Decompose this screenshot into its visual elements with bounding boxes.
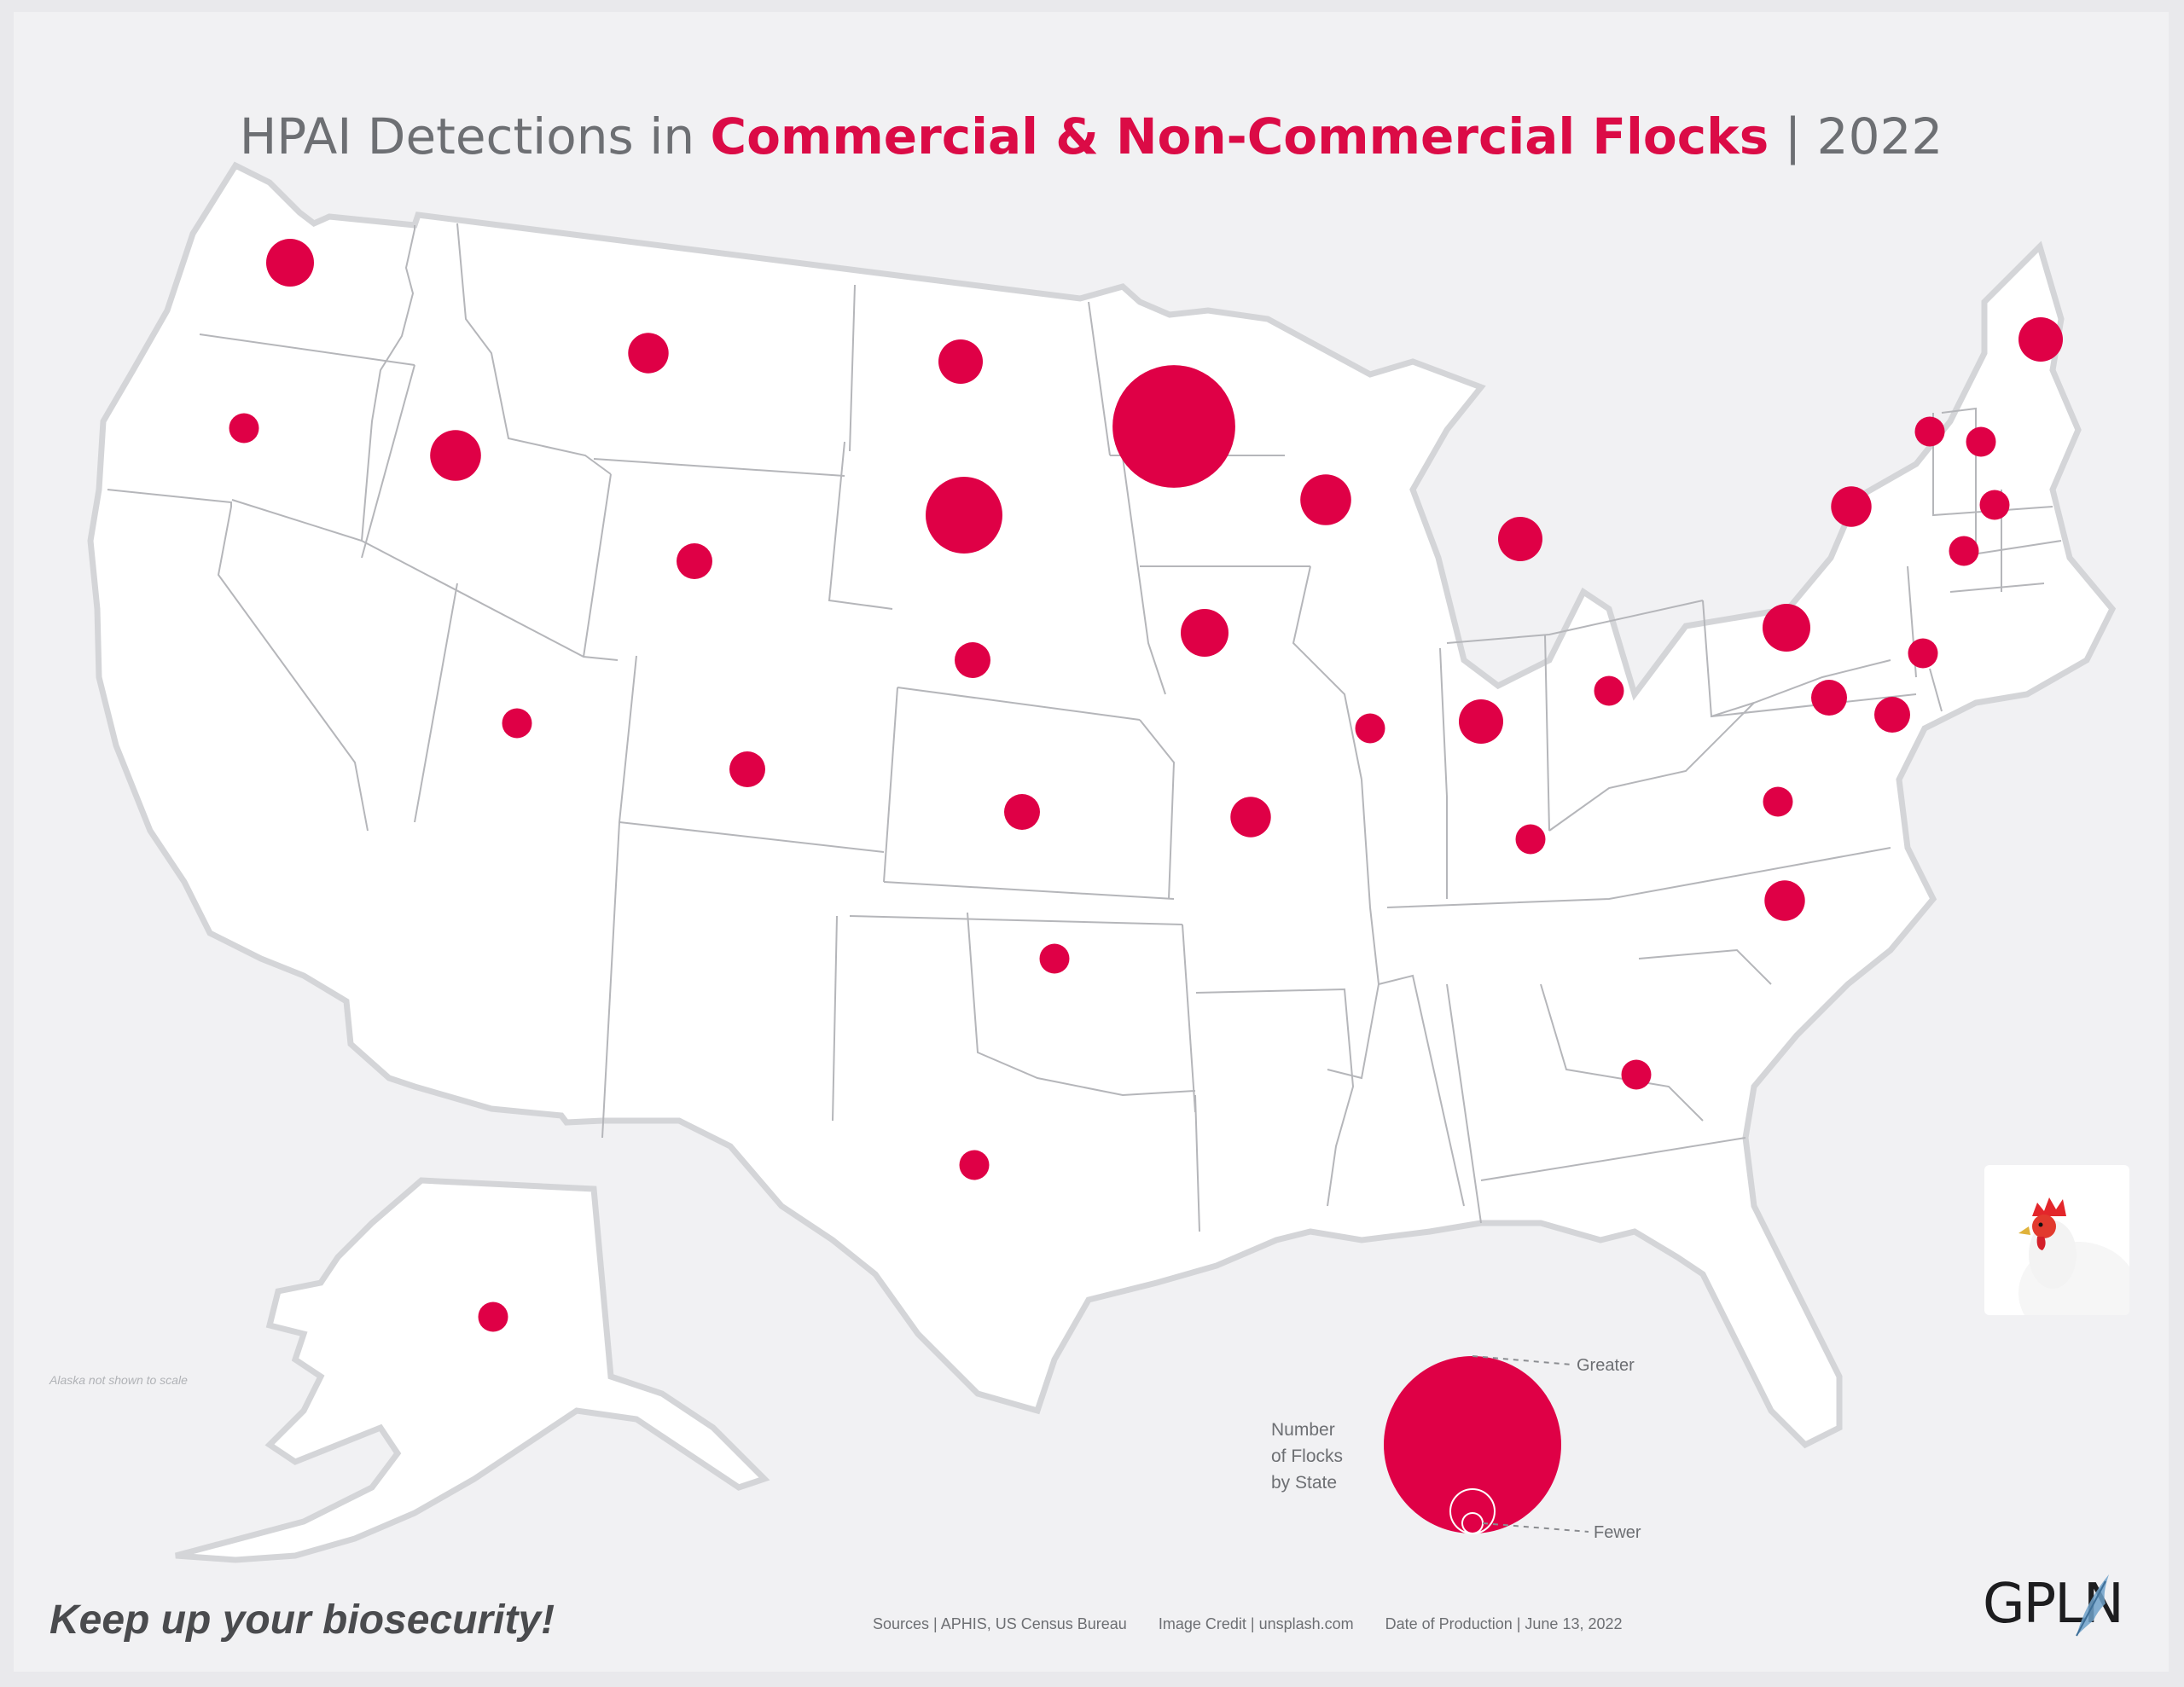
bubble-oklahoma [1039,943,1070,974]
bubble-colorado [729,751,765,787]
bubble-oregon [229,413,259,443]
bubble-delaware [1874,697,1910,733]
bubble-michigan [1498,517,1542,561]
bubble-iowa [1181,609,1228,657]
bubble-illinois [1355,713,1385,744]
bubble-washington [266,239,314,287]
legend-greater-line [1472,1355,1572,1365]
bubble-indiana [1459,699,1503,744]
footer-date: Date of Production | June 13, 2022 [1385,1615,1623,1632]
title-highlight: Commercial & Non-Commercial Flocks [710,107,1769,165]
tagline: Keep up your biosecurity! [49,1597,555,1643]
legend-greater-label: Greater [1577,1356,1635,1375]
bubble-missouri [1230,797,1271,838]
rooster-photo [1984,1165,2129,1315]
bubble-new-york [1831,486,1872,527]
bubble-wyoming [677,543,712,579]
feather-icon [2076,1574,2109,1637]
bubble-kansas [1004,794,1040,830]
footer-image-credit: Image Credit | unsplash.com [1158,1615,1354,1632]
poster: HPAI Detections in Commercial & Non-Comm… [14,12,2169,1672]
bubble-kentucky [1515,824,1546,855]
footer-credits: Sources | APHIS, US Census Bureau Image … [873,1615,1650,1633]
bubble-south-dakota [926,477,1002,554]
alaska-scale-note: Alaska not shown to scale [49,1373,188,1387]
state-borders [107,223,2062,1232]
bubble-pennsylvania [1763,604,1810,652]
alaska-outline [175,1177,770,1563]
bubble-north-carolina [1764,880,1805,921]
legend-graphic [1384,1355,1589,1534]
bubble-virginia [1763,786,1793,817]
bubble-texas [959,1150,990,1180]
legend-fewer-line [1482,1522,1589,1533]
bubble-vermont [1914,416,1945,447]
bubble-georgia [1621,1059,1652,1090]
bubble-nebraska [955,642,990,678]
bubble-idaho [430,430,481,481]
bubble-minnesota [1112,365,1235,488]
bubble-connecticut [1949,536,1979,566]
gpln-logo: GPLN [1983,1569,2124,1638]
bubbles [229,239,2063,1332]
bubble-massachusetts [1979,490,2010,520]
map-title: HPAI Detections in Commercial & Non-Comm… [239,107,1943,165]
footer-sources: Sources | APHIS, US Census Bureau [873,1615,1127,1632]
bubble-alaska [478,1301,508,1332]
bubble-new-jersey [1908,638,1938,669]
legend-title: Number of Flocks by State [1271,1420,1344,1493]
bubble-ohio [1594,675,1624,706]
bubble-north-dakota [938,339,983,384]
bubble-montana [628,333,669,374]
bubble-wisconsin [1300,474,1351,525]
legend-circle-large [1384,1356,1561,1533]
us-map [87,161,2117,1563]
bubble-utah [502,708,532,739]
bubble-maine [2018,317,2063,362]
bubble-maryland [1811,680,1847,716]
bubble-new-hampshire [1966,426,1996,457]
legend-fewer-label: Fewer [1594,1523,1641,1542]
